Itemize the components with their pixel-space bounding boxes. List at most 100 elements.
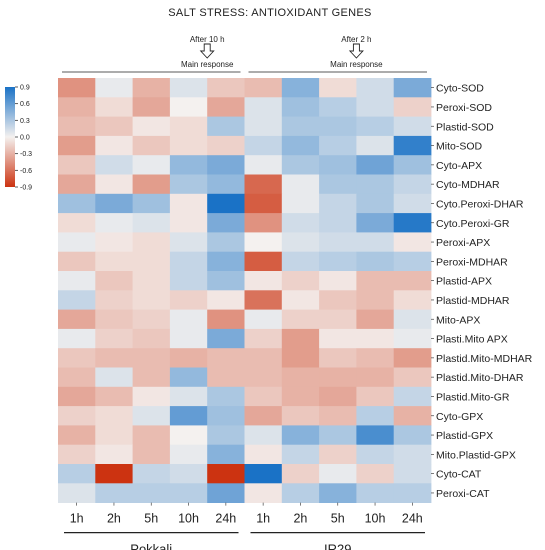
column-label: 24h xyxy=(402,512,423,526)
column-label: 2h xyxy=(107,512,121,526)
heatmap-cell xyxy=(58,193,96,214)
heatmap-cell xyxy=(319,232,357,253)
heatmap-cell xyxy=(58,174,96,195)
heatmap-cell xyxy=(281,155,320,175)
heatmap-cell xyxy=(393,290,432,310)
row-label: Plastid-GPX xyxy=(436,430,493,442)
column-labels: 1h 2h 5h 10h 24h 1h 2h 5h 10h 24h xyxy=(70,502,423,526)
heatmap-cell xyxy=(244,116,283,137)
group-label: Pokkali xyxy=(130,542,172,550)
heatmap-cell xyxy=(319,290,357,310)
heatmap-cell xyxy=(132,232,171,253)
heatmap-cell xyxy=(58,290,96,310)
row-labels: Cyto-SOD Peroxi-SOD Plastid-SOD Mito-SOD Cyt… xyxy=(431,83,533,500)
heatmap-cell xyxy=(207,116,245,137)
heatmap-cell xyxy=(95,193,133,214)
heatmap-cell xyxy=(319,174,357,195)
column-label: 10h xyxy=(365,512,386,526)
heatmap-cell xyxy=(207,444,245,465)
heatmap-cell xyxy=(356,328,395,349)
heatmap-cell xyxy=(356,290,395,310)
heatmap-cell xyxy=(393,309,432,330)
heatmap-cell xyxy=(169,97,208,117)
row-label: Cyto-SOD xyxy=(436,83,484,95)
heatmap-cell xyxy=(356,406,395,426)
heatmap-cell xyxy=(393,444,432,465)
heatmap-cell xyxy=(207,174,245,195)
annotations: After 10 h Main response After 2 h Main res… xyxy=(62,35,427,73)
heatmap-cell xyxy=(58,367,96,388)
heatmap-cell xyxy=(207,386,245,407)
row-label: Plastid.Mito-MDHAR xyxy=(436,353,533,365)
column-label: 5h xyxy=(144,512,158,526)
heatmap-cell xyxy=(356,386,395,407)
chart-title: SALT STRESS: ANTIOXIDANT GENES xyxy=(168,7,371,19)
heatmap-cell xyxy=(281,213,320,233)
heatmap-cell xyxy=(95,425,133,446)
heatmap-cell xyxy=(207,155,245,175)
heatmap-cell xyxy=(281,135,320,156)
heatmap-cell xyxy=(393,78,432,98)
heatmap-cell xyxy=(319,444,357,465)
heatmap-cell xyxy=(169,444,208,465)
heatmap-cell xyxy=(58,328,96,349)
row-label: Plastid-MDHAR xyxy=(436,295,510,307)
annotation-response-label: Main response xyxy=(181,60,234,69)
heatmap-cell xyxy=(281,406,320,426)
heatmap-cell xyxy=(244,425,283,446)
heatmap-cell xyxy=(319,213,357,233)
heatmap-cell xyxy=(319,309,357,330)
row-label: Cyto-CAT xyxy=(436,469,482,481)
heatmap-cell xyxy=(356,251,395,272)
heatmap-cell xyxy=(356,174,395,195)
heatmap-cell xyxy=(244,348,283,368)
heatmap-cell xyxy=(132,386,171,407)
heatmap-cell xyxy=(281,425,320,446)
annotation-time-label: After 10 h xyxy=(190,35,225,44)
heatmap-cell xyxy=(244,328,283,349)
heatmap-cell xyxy=(95,483,133,503)
heatmap-cell xyxy=(244,386,283,407)
heatmap-cell xyxy=(169,116,208,137)
heatmap-cell xyxy=(207,328,245,349)
heatmap-cell xyxy=(169,251,208,272)
heatmap-cell xyxy=(393,386,432,407)
heatmap-cell xyxy=(319,78,357,98)
heatmap-cell xyxy=(58,213,96,233)
heatmap-cell xyxy=(95,116,133,137)
heatmap-cell xyxy=(356,309,395,330)
heatmap-cell xyxy=(319,464,357,484)
heatmap-cell xyxy=(393,348,432,368)
heatmap-cell xyxy=(132,271,171,291)
heatmap-cell xyxy=(132,213,171,233)
heatmap-cell xyxy=(244,213,283,233)
heatmap-cell xyxy=(207,97,245,117)
heatmap-cell xyxy=(356,97,395,117)
heatmap-cell xyxy=(319,251,357,272)
heatmap-cell xyxy=(132,97,171,117)
heatmap-cell xyxy=(95,155,133,175)
heatmap-cell xyxy=(95,309,133,330)
column-label: 1h xyxy=(256,512,270,526)
heatmap-cell xyxy=(207,251,245,272)
heatmap-cell xyxy=(393,193,432,214)
heatmap-cell xyxy=(207,232,245,253)
heatmap-cell xyxy=(95,386,133,407)
heatmap-cell xyxy=(58,251,96,272)
row-label: Peroxi-MDHAR xyxy=(436,256,508,268)
heatmap-cell xyxy=(281,464,320,484)
heatmap-cell xyxy=(281,174,320,195)
column-label: 5h xyxy=(331,512,345,526)
heatmap-cell xyxy=(356,425,395,446)
colorbar-tick-label: -0.6 xyxy=(20,168,32,175)
heatmap-cell xyxy=(393,483,432,503)
down-arrow-icon xyxy=(199,43,215,59)
heatmap-cell xyxy=(244,174,283,195)
heatmap-cell xyxy=(169,174,208,195)
heatmap-cell xyxy=(244,367,283,388)
heatmap-cell xyxy=(281,348,320,368)
heatmap-cell xyxy=(207,483,245,503)
heatmap-cell xyxy=(356,348,395,368)
heatmap-cell xyxy=(244,309,283,330)
